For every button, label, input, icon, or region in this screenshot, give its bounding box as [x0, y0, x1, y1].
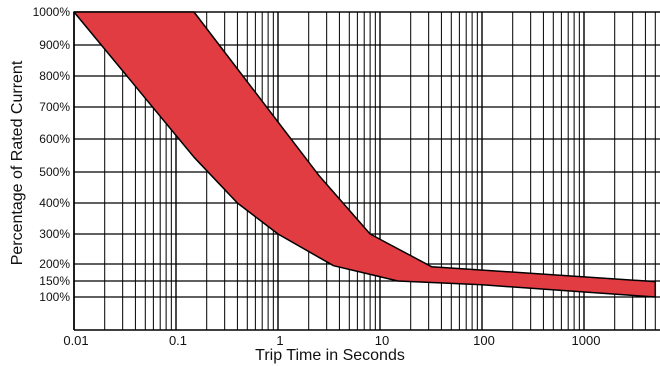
y-tick-labels: 100% 150% 200% 300% 400% 500% 600% 700% 800% 900%… — [33, 5, 71, 304]
y-tick-label: 800% — [39, 69, 70, 83]
y-tick-label: 900% — [39, 38, 70, 52]
y-tick-label: 600% — [39, 132, 70, 146]
x-tick-label: 0.1 — [169, 333, 187, 348]
x-tick-label: 1000 — [572, 333, 601, 348]
x-tick-labels: 0.01 0.1 1 10 100 1000 — [63, 333, 600, 348]
y-tick-label: 700% — [39, 100, 70, 114]
y-tick-label: 500% — [39, 165, 70, 179]
y-axis-title: Percentage of Rated Current — [9, 60, 26, 265]
x-tick-label: 100 — [473, 333, 495, 348]
x-axis-title: Trip Time in Seconds — [255, 347, 405, 364]
y-tick-label: 1000% — [33, 5, 71, 19]
y-tick-label: 150% — [39, 274, 70, 288]
y-tick-label: 300% — [39, 227, 70, 241]
x-tick-label: 0.01 — [63, 333, 88, 348]
y-tick-label: 100% — [39, 290, 70, 304]
x-tick-label: 1 — [276, 333, 283, 348]
trip-band-area — [73, 11, 657, 298]
y-tick-label: 400% — [39, 196, 70, 210]
y-tick-label: 200% — [39, 257, 70, 271]
x-tick-label: 10 — [375, 333, 389, 348]
